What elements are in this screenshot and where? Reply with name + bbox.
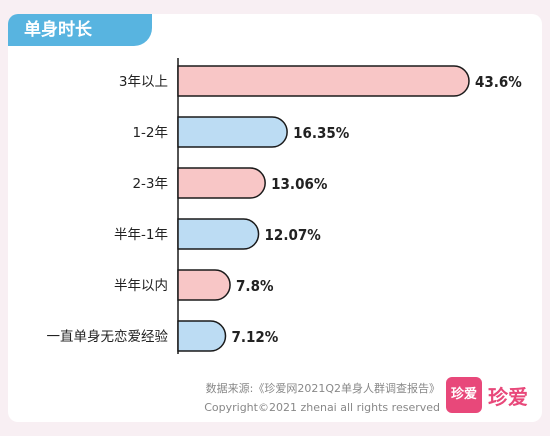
bar (177, 320, 227, 352)
value-label: 43.6% (475, 73, 522, 91)
bar (177, 269, 231, 301)
category-label: 2-3年 (132, 176, 168, 192)
value-label: 16.35% (293, 124, 350, 142)
bar (177, 218, 260, 250)
category-label: 半年-1年 (114, 227, 168, 243)
bar (177, 65, 470, 97)
value-label: 12.07% (265, 226, 322, 244)
brand-name: 珍爱 (488, 385, 528, 409)
category-label: 一直单身无恋爱经验 (47, 328, 169, 345)
value-label: 7.8% (236, 277, 274, 295)
value-label: 13.06% (271, 175, 328, 193)
copyright-note: Copyright©2021 zhenai all rights reserve… (204, 401, 440, 414)
category-label: 半年以内 (114, 278, 168, 294)
value-label: 7.12% (232, 328, 279, 346)
category-label: 1-2年 (132, 125, 168, 141)
source-note: 数据来源:《珍爱网2021Q2单身人群调查报告》 (205, 382, 440, 395)
bars-group: 3年以上 43.6% 1-2年 16.35% 2-3年 13.06% 半年-1年 12.07%… (47, 65, 522, 352)
bar (177, 167, 266, 199)
bar (177, 116, 288, 148)
chart-title: 单身时长 (8, 14, 152, 46)
category-label: 3年以上 (119, 74, 168, 90)
brand-logo-icon: 珍爱 (446, 377, 482, 413)
